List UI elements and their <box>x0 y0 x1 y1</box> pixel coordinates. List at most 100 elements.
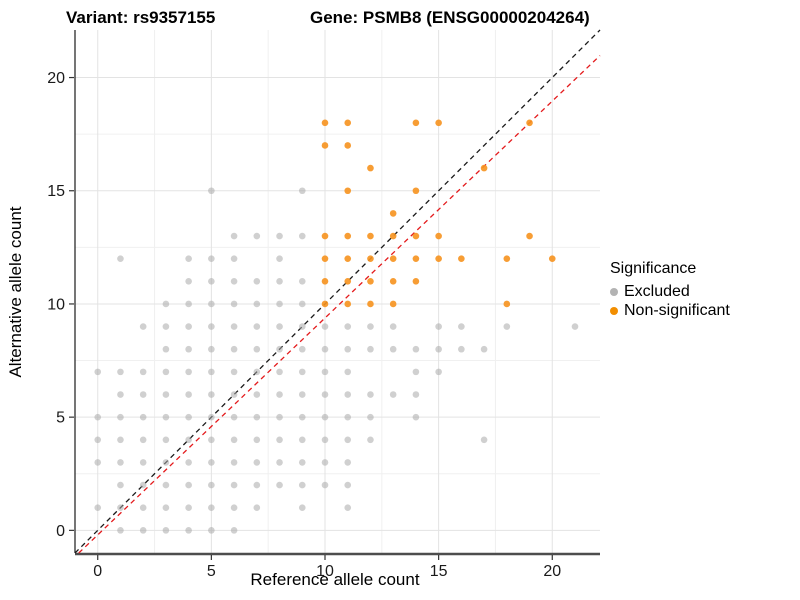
x-tick-label: 10 <box>316 563 334 580</box>
data-point-non-significant <box>321 232 329 240</box>
data-point-excluded <box>298 187 306 195</box>
data-point-excluded <box>298 345 306 353</box>
data-point-excluded <box>276 368 283 376</box>
data-point-excluded <box>117 255 124 262</box>
data-point-excluded <box>139 527 147 534</box>
data-point-excluded <box>435 323 442 330</box>
data-point-excluded <box>298 232 306 240</box>
data-point-excluded <box>276 255 283 262</box>
y-axis-title: Alternative allele count <box>6 206 25 378</box>
data-point-non-significant <box>344 232 352 240</box>
data-point-excluded <box>230 368 238 376</box>
data-point-excluded <box>276 459 283 466</box>
data-point-excluded <box>117 481 124 489</box>
data-point-excluded <box>503 323 511 330</box>
data-point-excluded <box>208 527 215 534</box>
data-point-non-significant <box>480 164 488 172</box>
data-point-non-significant <box>367 278 374 285</box>
data-point-excluded <box>344 459 352 466</box>
data-point-excluded <box>208 300 215 308</box>
data-point-excluded <box>276 391 283 398</box>
data-point-excluded <box>162 436 170 444</box>
data-point-excluded <box>344 436 352 444</box>
data-point-excluded <box>276 323 283 330</box>
data-point-excluded <box>208 278 215 285</box>
data-point-excluded <box>208 436 215 444</box>
data-point-excluded <box>344 481 352 489</box>
data-point-excluded <box>344 413 352 421</box>
data-point-excluded <box>162 413 170 421</box>
data-point-excluded <box>230 255 238 262</box>
data-point-excluded <box>253 436 261 444</box>
data-point-excluded <box>208 187 215 195</box>
data-point-excluded <box>389 391 397 398</box>
data-point-excluded <box>162 300 170 308</box>
data-point-non-significant <box>435 255 442 262</box>
data-point-excluded <box>298 481 306 489</box>
data-point-non-significant <box>503 300 511 308</box>
data-point-excluded <box>276 481 283 489</box>
data-point-excluded <box>480 436 488 444</box>
y-tick-label: 20 <box>47 70 65 87</box>
data-point-non-significant <box>412 255 420 262</box>
data-point-excluded <box>208 323 215 330</box>
data-point-excluded <box>185 391 192 398</box>
data-point-excluded <box>117 436 124 444</box>
data-point-excluded <box>435 345 442 353</box>
data-point-excluded <box>367 436 374 444</box>
data-point-excluded <box>321 436 329 444</box>
data-point-excluded <box>208 255 215 262</box>
excluded-dot-icon <box>610 287 618 296</box>
data-point-excluded <box>344 391 352 398</box>
data-point-excluded <box>298 368 306 376</box>
data-point-excluded <box>480 345 488 353</box>
data-point-excluded <box>94 504 102 512</box>
x-axis-title: Reference allele count <box>250 570 420 589</box>
data-point-non-significant <box>344 255 352 262</box>
data-point-non-significant <box>367 164 374 172</box>
data-point-non-significant <box>344 187 352 195</box>
data-point-excluded <box>117 504 124 512</box>
data-point-excluded <box>185 459 192 466</box>
data-point-excluded <box>321 481 329 489</box>
data-point-excluded <box>253 504 261 512</box>
data-point-excluded <box>389 345 397 353</box>
data-point-excluded <box>162 345 170 353</box>
data-point-excluded <box>253 368 261 376</box>
data-point-excluded <box>367 391 374 398</box>
data-point-non-significant <box>412 119 420 127</box>
data-point-non-significant <box>412 187 420 195</box>
data-point-excluded <box>185 323 192 330</box>
data-point-non-significant <box>503 255 511 262</box>
data-point-excluded <box>321 459 329 466</box>
data-point-excluded <box>230 504 238 512</box>
data-point-excluded <box>412 368 420 376</box>
data-point-excluded <box>230 413 238 421</box>
non-significant-dot-icon <box>610 306 618 315</box>
data-point-excluded <box>230 345 238 353</box>
data-point-excluded <box>253 413 261 421</box>
y-tick-label: 15 <box>47 183 65 200</box>
data-point-non-significant <box>412 278 420 285</box>
data-point-excluded <box>162 504 170 512</box>
data-point-excluded <box>139 391 147 398</box>
data-point-excluded <box>185 368 192 376</box>
data-point-non-significant <box>389 300 397 308</box>
data-point-excluded <box>185 255 192 262</box>
data-point-non-significant <box>321 278 329 285</box>
data-point-excluded <box>208 391 215 398</box>
data-point-excluded <box>344 504 352 512</box>
data-point-excluded <box>162 391 170 398</box>
legend-item-excluded: Excluded <box>610 283 730 300</box>
data-point-excluded <box>389 323 397 330</box>
data-point-excluded <box>298 323 306 330</box>
data-point-excluded <box>321 391 329 398</box>
expected-ratio-line <box>78 55 601 554</box>
data-point-excluded <box>298 300 306 308</box>
data-point-excluded <box>321 413 329 421</box>
data-point-excluded <box>298 278 306 285</box>
data-point-excluded <box>208 481 215 489</box>
identity-line <box>74 29 601 554</box>
